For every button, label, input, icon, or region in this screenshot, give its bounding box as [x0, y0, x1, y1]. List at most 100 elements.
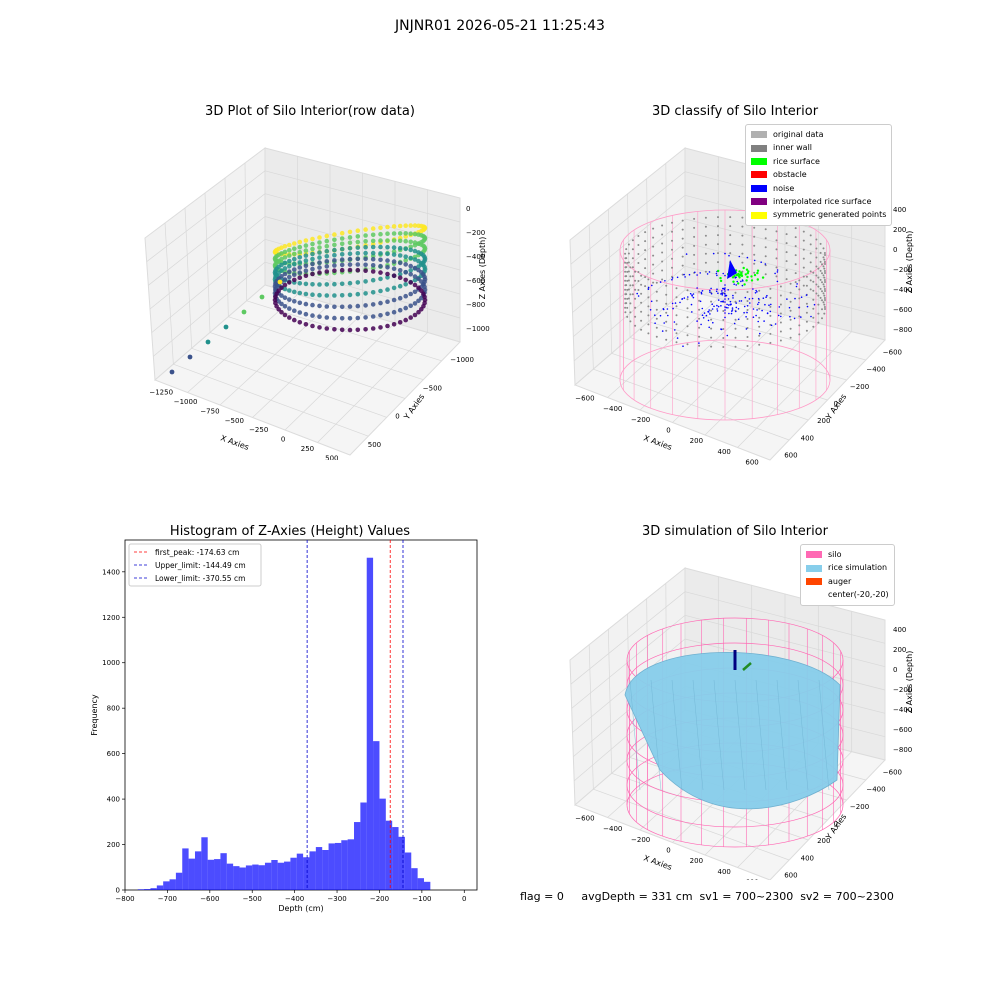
noise-dot	[659, 314, 662, 317]
legend-entry: original data	[751, 128, 886, 141]
inner-wall-dot	[624, 270, 627, 273]
y-tick-label: −200	[850, 383, 869, 391]
noise-dot	[715, 290, 718, 293]
z-tick-label: −400	[893, 706, 912, 714]
inner-wall-dot	[823, 297, 826, 299]
noise-dot	[754, 292, 757, 294]
inner-wall-dot	[631, 284, 634, 287]
point-cloud-dot	[403, 223, 409, 228]
inner-wall-dot	[671, 221, 673, 224]
inner-wall-dot	[693, 235, 696, 238]
z-tick-label: 400	[893, 626, 906, 634]
histogram-bar	[296, 853, 304, 890]
point-cloud-dot	[287, 315, 292, 320]
point-cloud-dot	[363, 327, 368, 332]
point-cloud-dot	[310, 266, 315, 272]
point-cloud-dot	[370, 302, 376, 307]
point-cloud-dot	[422, 254, 427, 260]
inner-wall-dot	[817, 312, 820, 315]
z-tick-label: 0	[466, 205, 470, 213]
histogram-bar	[354, 822, 361, 890]
point-cloud-dot	[408, 223, 414, 228]
inner-wall-dot	[637, 244, 640, 246]
inner-wall-dot	[785, 251, 788, 254]
histogram-bar	[188, 858, 195, 890]
point-cloud-dot	[412, 265, 418, 271]
point-cloud-dot	[324, 326, 330, 331]
inner-wall-dot	[822, 283, 825, 286]
point-cloud-dot	[347, 246, 353, 251]
z-axis-label: Z Axies (Depth)	[905, 231, 914, 294]
rice-surface-dot	[740, 272, 743, 276]
histogram-bar	[328, 843, 335, 890]
noise-dot	[731, 309, 734, 311]
inner-wall-dot	[626, 297, 629, 300]
inner-wall-dot	[785, 269, 788, 272]
inner-wall-dot	[753, 226, 756, 229]
point-cloud-dot	[363, 279, 368, 284]
inner-wall-dot	[704, 243, 707, 246]
inner-wall-dot	[634, 288, 637, 291]
inner-wall-dot	[758, 343, 761, 346]
inner-wall-dot	[652, 272, 655, 275]
point-cloud-dot	[303, 263, 309, 268]
x-tick-label: −500	[225, 417, 244, 425]
noise-dot	[724, 312, 726, 314]
histogram-bar	[347, 839, 355, 890]
grid-line	[244, 162, 248, 301]
inner-wall-dot	[753, 262, 756, 265]
inner-wall-dot	[717, 252, 719, 255]
noise-dot	[720, 300, 722, 303]
inner-wall-dot	[779, 285, 782, 288]
inner-wall-dot	[785, 242, 788, 245]
inner-wall-dot	[634, 324, 637, 327]
inner-wall-dot	[823, 303, 826, 306]
inner-wall-dot	[647, 332, 650, 335]
point-cloud-dot	[282, 286, 288, 292]
inner-wall-dot	[681, 219, 684, 222]
legend-label: noise	[773, 183, 795, 193]
histogram-bar	[245, 865, 253, 890]
histogram-bar	[290, 857, 297, 890]
surface-mesh-line	[776, 679, 788, 791]
y-tick-label: 600	[107, 750, 120, 758]
inner-wall-dot	[637, 253, 640, 255]
point-cloud-dot	[378, 225, 383, 231]
point-cloud-dot	[292, 262, 297, 267]
point-cloud-dot	[317, 314, 322, 319]
point-cloud-dot	[282, 304, 288, 309]
noise-dot	[724, 309, 726, 311]
noise-dot	[709, 313, 711, 315]
inner-wall-dot	[655, 308, 658, 311]
inner-wall-dot	[675, 323, 678, 326]
inner-wall-dot	[794, 263, 797, 266]
noise-dot	[701, 290, 704, 292]
z-tick-label: 0	[893, 666, 897, 674]
point-cloud-dot	[347, 304, 353, 309]
inner-wall-dot	[704, 261, 707, 264]
noise-dot	[786, 298, 788, 300]
noise-dot	[672, 307, 674, 310]
inner-wall-dot	[681, 273, 684, 276]
point-cloud-dot	[403, 231, 409, 236]
point-cloud-dot	[385, 323, 390, 329]
inner-wall-dot	[661, 224, 664, 227]
inner-wall-dot	[805, 311, 808, 314]
inner-wall-dot	[734, 345, 737, 348]
inner-wall-dot	[681, 246, 684, 249]
point-cloud-dot	[324, 243, 330, 249]
noise-dot	[776, 271, 779, 273]
inner-wall-dot	[734, 327, 737, 330]
point-cloud-dot	[292, 251, 297, 257]
noise-dot	[637, 295, 640, 297]
inner-wall-dot	[704, 225, 707, 228]
inner-wall-dot	[809, 234, 812, 237]
point-cloud-dot	[397, 275, 403, 280]
inner-wall-dot	[627, 261, 630, 264]
histogram-bar	[373, 741, 380, 890]
inner-wall-dot	[722, 319, 725, 321]
surface-mesh-line	[755, 679, 767, 791]
plot-frame	[124, 539, 478, 891]
point-cloud-dot	[282, 244, 288, 249]
histogram-bar	[226, 863, 234, 890]
